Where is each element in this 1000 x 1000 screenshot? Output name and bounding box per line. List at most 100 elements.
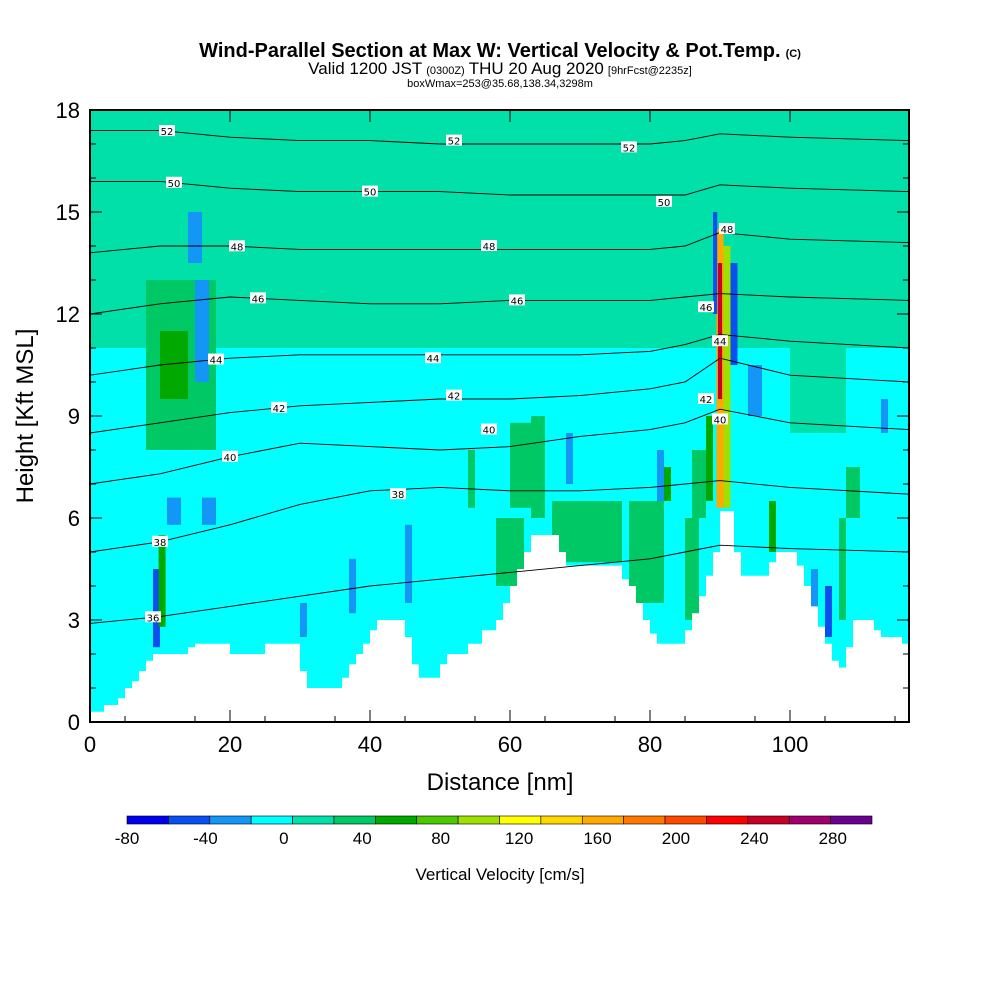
x-tick-label: 20 xyxy=(218,732,242,757)
contour-label-text: 50 xyxy=(168,179,181,190)
velocity-cell xyxy=(846,467,860,518)
colorbar-tick-label: 240 xyxy=(740,829,768,848)
colorbar-swatch xyxy=(333,815,376,825)
colorbar-swatch xyxy=(664,815,707,825)
velocity-cell xyxy=(405,524,412,603)
contour-label-bg xyxy=(481,423,497,435)
y-tick-label: 9 xyxy=(68,404,80,429)
velocity-cell xyxy=(839,518,846,620)
velocity-cell xyxy=(349,558,356,614)
velocity-cell xyxy=(811,569,818,620)
y-tick-label: 0 xyxy=(68,710,80,735)
y-tick-label: 12 xyxy=(56,302,80,327)
contour-label: 52 xyxy=(159,125,175,138)
contour-label-bg xyxy=(222,450,238,462)
contour-label: 36 xyxy=(145,611,161,624)
colorbar-swatch xyxy=(209,815,252,825)
contour-label: 40 xyxy=(481,423,497,437)
colorbar-swatch xyxy=(706,815,749,825)
velocity-cell xyxy=(510,422,538,508)
chart-subtitle: Valid 1200 JST (0300Z) THU 20 Aug 2020 [9hr… xyxy=(308,59,692,78)
contour-label-text: 48 xyxy=(721,225,734,236)
colorbar-tick-label: 0 xyxy=(279,829,288,848)
velocity-cell xyxy=(723,246,731,508)
colorbar-swatch xyxy=(581,815,624,825)
velocity-cell xyxy=(158,535,166,627)
x-tick-label: 100 xyxy=(772,732,809,757)
y-axis-label: Height [Kft MSL] xyxy=(12,329,39,504)
velocity-cell xyxy=(195,280,209,382)
theta-contour-44 xyxy=(90,333,909,376)
velocity-cell xyxy=(748,365,762,416)
velocity-cell xyxy=(167,497,181,525)
velocity-cell xyxy=(188,110,300,280)
colorbar-tick-label: -40 xyxy=(193,829,218,848)
terrain-mask xyxy=(90,511,909,722)
contour-label-bg xyxy=(712,335,728,347)
contour-label-bg xyxy=(390,488,406,500)
contour-label-bg xyxy=(698,393,714,404)
theta-contour-50 xyxy=(90,180,909,196)
colorbar-tick-label: 160 xyxy=(583,829,611,848)
contour-label-text: 42 xyxy=(273,404,286,415)
colorbar-swatch xyxy=(250,815,293,825)
contour-label-bg xyxy=(425,352,441,364)
velocity-cell xyxy=(202,497,216,525)
velocity-cell xyxy=(730,263,738,365)
colorbar-swatch xyxy=(499,815,542,825)
velocity-cell xyxy=(685,518,699,620)
x-tick-label: 0 xyxy=(84,732,96,757)
contour-label: 48 xyxy=(719,223,735,236)
contour-label: 44 xyxy=(208,353,224,367)
x-tick-label: 40 xyxy=(358,732,382,757)
contour-label-text: 44 xyxy=(210,356,223,367)
chart-title: Wind-Parallel Section at Max W: Vertical… xyxy=(199,40,801,62)
contour-label-text: 44 xyxy=(714,337,727,348)
x-axis-label: Distance [nm] xyxy=(427,769,574,796)
colorbar-tick-label: 40 xyxy=(353,829,372,848)
contour-label: 44 xyxy=(712,335,728,348)
velocity-cell xyxy=(692,450,706,518)
theta-contour-38 xyxy=(90,480,909,553)
contour-label-text: 40 xyxy=(714,415,727,426)
x-tick-label: 80 xyxy=(638,732,662,757)
velocity-cell xyxy=(188,212,202,263)
velocity-cell xyxy=(769,501,776,552)
contour-label: 48 xyxy=(229,240,245,253)
chart-box-info: boxWmax=253@35.68,138.34,3298m xyxy=(407,78,593,90)
velocity-cell xyxy=(468,450,475,508)
contour-label-text: 52 xyxy=(623,143,636,154)
contour-label: 38 xyxy=(390,488,406,501)
colorbar-tick-label: 80 xyxy=(431,829,450,848)
contour-label: 48 xyxy=(481,240,497,253)
velocity-cell xyxy=(657,450,664,501)
contour-label: 50 xyxy=(166,176,182,190)
velocity-cell xyxy=(825,586,832,637)
theta-contour-42 xyxy=(90,357,909,434)
contour-label-text: 48 xyxy=(483,242,496,253)
contour-label-text: 42 xyxy=(700,395,713,406)
contour-label-bg xyxy=(159,125,175,137)
contour-label-text: 52 xyxy=(161,127,174,138)
x-tick-label: 60 xyxy=(498,732,522,757)
velocity-cell xyxy=(664,467,671,501)
contour-label: 38 xyxy=(152,535,168,549)
colorbar-swatch xyxy=(375,815,418,825)
contour-label-bg xyxy=(208,353,224,365)
colorbar-swatch xyxy=(126,815,169,825)
velocity-cell xyxy=(790,314,846,433)
colorbar-swatch xyxy=(540,815,583,825)
contour-label-bg xyxy=(712,413,728,425)
colorbar-swatch xyxy=(457,815,500,825)
theta-contour-labels: 3638404244464850523840424446485050525242… xyxy=(145,125,735,624)
contour-label-bg xyxy=(446,389,462,401)
velocity-cell xyxy=(300,603,307,637)
contour-label-bg xyxy=(698,301,714,313)
contour-label: 42 xyxy=(271,401,287,415)
velocity-cell xyxy=(717,263,723,399)
colorbar-swatch xyxy=(168,815,211,825)
contour-label-text: 40 xyxy=(483,426,496,437)
colorbar: -80 -40 0 40 80 120 160 200 240 280 xyxy=(115,815,873,848)
